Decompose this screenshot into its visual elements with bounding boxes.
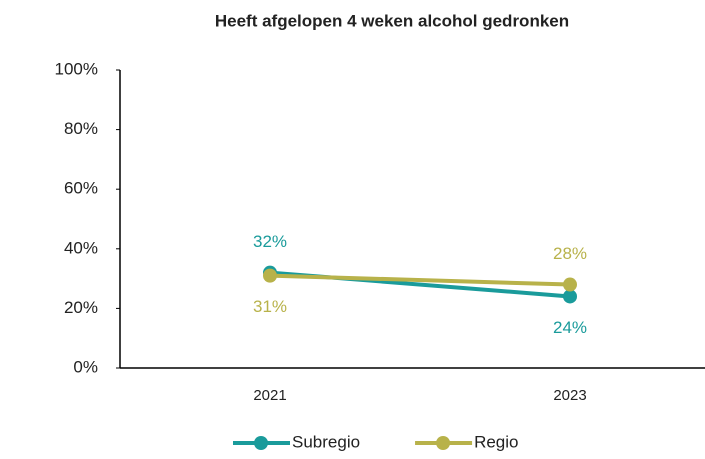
series-line [269,273,571,287]
y-tick-label: 80% [64,119,98,138]
data-label: 32% [253,232,287,251]
point [563,277,577,292]
data-label: 28% [553,244,587,263]
legend-label: Subregio [292,432,360,451]
legend-marker [254,436,268,450]
y-tick-label: 0% [73,357,98,376]
data-label: 24% [553,318,587,337]
y-tick-label: 40% [64,238,98,257]
y-tick-label: 20% [64,298,98,317]
y-tick-label: 60% [64,179,98,198]
legend-label: Regio [474,432,518,451]
point [263,268,277,283]
x-tick-label: 2023 [553,387,586,404]
legend-marker [436,436,451,450]
y-tick-label: 100% [55,59,98,78]
x-tick-label: 2021 [253,387,286,404]
point [563,289,577,304]
data-label: 31% [253,297,287,316]
chart-title: Heeft afgelopen 4 weken alcohol gedronke… [215,11,569,30]
